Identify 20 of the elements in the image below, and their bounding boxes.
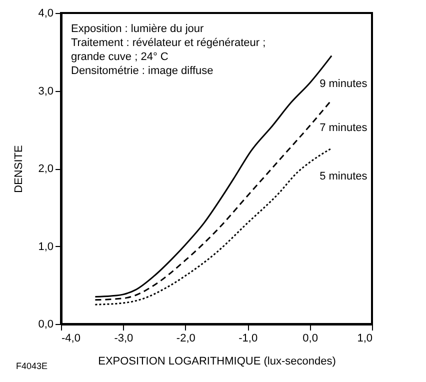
series-label: 7 minutes bbox=[320, 122, 368, 134]
y-tick-label: 1,0 bbox=[38, 240, 54, 253]
x-tick-label: 0,0 bbox=[302, 332, 318, 344]
x-tick-label: -4,0 bbox=[62, 332, 80, 344]
y-tick-label: 3,0 bbox=[38, 85, 54, 98]
y-tick-label: 2,0 bbox=[38, 163, 54, 175]
y-tick-label: 0,0 bbox=[38, 318, 54, 330]
x-tick-label: 1,0 bbox=[357, 332, 372, 344]
x-tick-label: -3,0 bbox=[114, 332, 134, 344]
annotation: Densitométrie : image diffuse bbox=[71, 65, 214, 77]
x-tick-label: -1,0 bbox=[238, 332, 258, 344]
series-label: 5 minutes bbox=[320, 170, 368, 182]
y-axis-title: DENSITE bbox=[13, 145, 26, 193]
annotation: Traitement : révélateur et régénérateur ; grande cuve ; 24° C bbox=[71, 37, 266, 63]
x-axis-title: EXPOSITION LOGARITHMIQUE (lux-secondes) bbox=[98, 356, 336, 368]
y-tick-label: 4,0 bbox=[38, 8, 54, 20]
annotation: Exposition : lumière du jour bbox=[71, 23, 204, 35]
x-tick-label: -2,0 bbox=[176, 332, 196, 344]
text: F4043E bbox=[16, 361, 48, 371]
series-label: 9 minutes bbox=[320, 78, 368, 90]
